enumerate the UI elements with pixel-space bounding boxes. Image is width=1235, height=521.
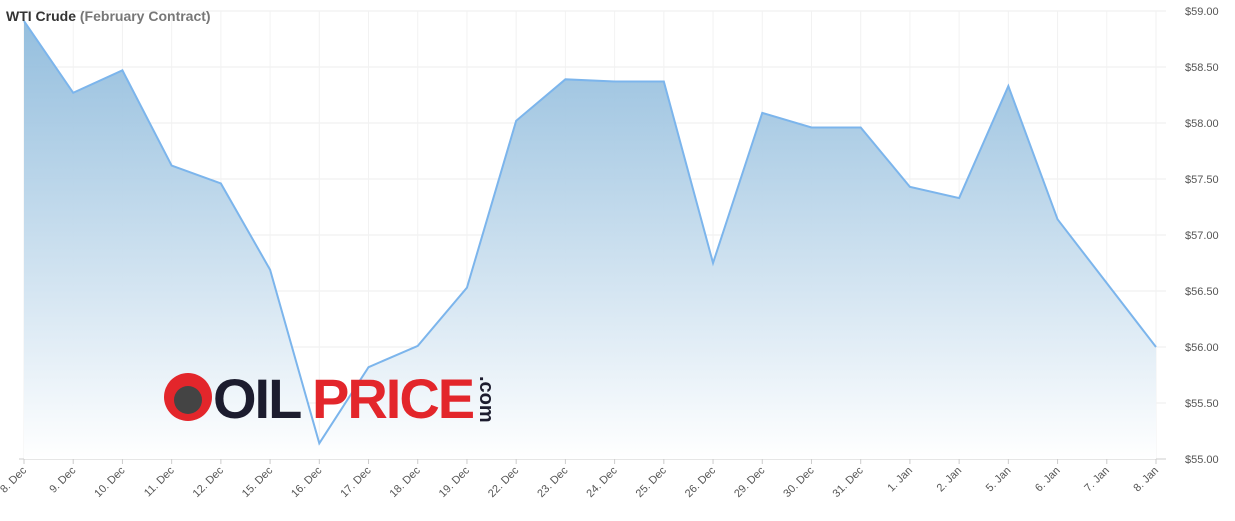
x-tick-label: 15. Dec xyxy=(240,464,276,500)
y-tick-label: $56.00 xyxy=(1185,342,1219,354)
logo-price: PRICE xyxy=(312,367,474,430)
x-tick-label: 8. Jan xyxy=(1131,465,1161,495)
x-tick-label: 26. Dec xyxy=(683,464,719,500)
x-tick-label: 10. Dec xyxy=(92,464,128,500)
logo-oil: OIL xyxy=(213,367,301,430)
logo-drop-inner xyxy=(174,386,202,414)
y-tick-label: $57.00 xyxy=(1185,230,1219,242)
x-tick-label: 29. Dec xyxy=(732,464,768,500)
x-tick-label: 23. Dec xyxy=(535,464,571,500)
y-tick-label: $55.50 xyxy=(1185,398,1219,410)
y-tick-label: $58.50 xyxy=(1185,62,1219,74)
x-tick-label: 30. Dec xyxy=(781,464,817,500)
x-tick-label: 8. Dec xyxy=(0,464,29,495)
x-tick-label: 7. Jan xyxy=(1082,465,1112,495)
logo: OIL PRICE .com xyxy=(164,367,497,430)
x-tick-label: 31. Dec xyxy=(831,464,867,500)
title: WTI Crude xyxy=(6,8,76,24)
x-tick-label: 16. Dec xyxy=(289,464,325,500)
line xyxy=(23,20,1157,446)
plot xyxy=(23,20,1157,460)
x-tick-label: 5. Jan xyxy=(984,465,1014,495)
y-tick-label: $59.00 xyxy=(1185,6,1219,18)
y-tick-label: $57.50 xyxy=(1185,174,1219,186)
x-tick-label: 1. Jan xyxy=(885,465,915,495)
x-tick-label: 6. Jan xyxy=(1033,465,1063,495)
x-tick-label: 11. Dec xyxy=(142,464,177,499)
area xyxy=(24,21,1156,460)
x-tick-label: 18. Dec xyxy=(388,464,424,500)
y-tick-label: $55.00 xyxy=(1185,454,1219,466)
x-tick-label: 22. Dec xyxy=(486,464,522,500)
x-tick-label: 2. Jan xyxy=(935,465,965,495)
x-tick-label: 12. Dec xyxy=(191,464,227,500)
x-tick-label: 17. Dec xyxy=(338,464,374,500)
logo-com: .com xyxy=(475,376,497,423)
x-tick-label: 24. Dec xyxy=(584,464,620,500)
chart-title: WTI Crude (February Contract) xyxy=(6,8,211,24)
x-tick-label: 19. Dec xyxy=(437,464,473,500)
subtitle: (February Contract) xyxy=(80,8,211,24)
x-tick-label: 9. Dec xyxy=(47,464,78,495)
y-tick-label: $56.50 xyxy=(1185,286,1219,298)
y-tick-label: $58.00 xyxy=(1185,118,1219,130)
x-tick-label: 25. Dec xyxy=(634,464,670,500)
